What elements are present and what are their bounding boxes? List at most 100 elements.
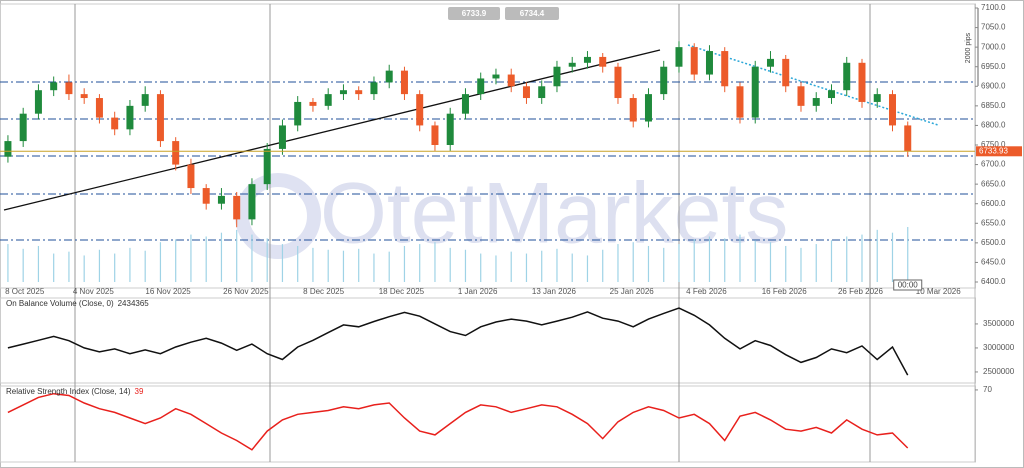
candle-body [568, 62, 576, 67]
time-label: 00:00 [898, 281, 919, 290]
candle-body [522, 86, 530, 99]
last-price-box [976, 146, 1022, 157]
candle-body [660, 66, 668, 95]
ask-box [505, 7, 559, 20]
candle-body [278, 125, 286, 149]
volume-bar [159, 242, 162, 282]
ask: 6734.4 [520, 9, 545, 18]
candle-body [446, 113, 454, 145]
bid: 6733.9 [462, 9, 487, 18]
candle-body [19, 113, 27, 142]
x-tick-label: 8 Dec 2025 [303, 287, 344, 296]
volume-bar [754, 240, 756, 282]
candle-body [812, 98, 820, 106]
plot: 6400.0 6450.0 6500.0 6550.0 6600.0 6650.0 6700… [0, 3, 1022, 451]
panel-title-text: On Balance Volume (Close, 0) [6, 299, 114, 308]
candle-body [827, 90, 835, 99]
candle-body [461, 94, 469, 114]
candle-body [126, 105, 134, 130]
candle-body [751, 66, 759, 118]
candle-body [263, 148, 271, 185]
x-tick-label: 25 Jan 2026 [610, 287, 655, 296]
candle-body [614, 66, 622, 99]
volume-bar [83, 255, 85, 282]
candle-body [843, 62, 851, 91]
volume-bar [525, 253, 528, 282]
candle-body [507, 74, 515, 87]
line-series [7, 392, 909, 451]
volume-bar [281, 244, 284, 282]
y-tick-label: 6600.0 [981, 199, 1006, 208]
volume-bar [312, 247, 314, 282]
candle-body [553, 66, 561, 87]
candle-body [309, 101, 317, 106]
volume-bar [266, 238, 268, 282]
volume-bar [7, 244, 9, 282]
candle-body [111, 117, 119, 130]
candle-body [324, 94, 332, 106]
volume-bar [891, 232, 894, 282]
x-tick-label: 13 Jan 2026 [532, 287, 577, 296]
volume-bar [373, 253, 375, 282]
candle-body [583, 56, 591, 63]
volume-bar [342, 250, 345, 282]
volume-bar [495, 255, 497, 282]
y-tick-label: 6650.0 [981, 179, 1006, 188]
volume-bar [800, 247, 802, 282]
volume-bar [190, 234, 192, 282]
x-tick-label: 18 Dec 2025 [379, 287, 425, 296]
volume-bar [129, 247, 131, 282]
candle-body [904, 125, 912, 152]
y-tick-label: 6900.0 [981, 81, 1006, 90]
candle-body [644, 94, 652, 122]
panel-title: On Balance Volume (Close, 0) 2434365 [6, 299, 149, 308]
volume-bar [769, 242, 772, 282]
x-tick-label: 26 Nov 2025 [223, 287, 269, 296]
candle-body [705, 51, 713, 75]
volume-bar [114, 253, 116, 282]
logo-ring [235, 173, 321, 259]
volume-bar [571, 253, 573, 282]
candle-body [858, 62, 866, 102]
candle-body [141, 94, 149, 106]
y-tick-label: 6450.0 [981, 258, 1006, 267]
y-tick-label: 6550.0 [981, 218, 1006, 227]
candle-body [339, 90, 347, 95]
volume-bar [724, 238, 726, 282]
volume-bar [53, 253, 55, 282]
candle-body [629, 98, 637, 122]
time-box [893, 279, 923, 291]
x-tick-label: 4 Nov 2025 [73, 287, 114, 296]
volume-bar [251, 234, 253, 282]
candle-body [477, 78, 485, 95]
panel-value: 39 [135, 387, 144, 396]
panel-value: 2434365 [118, 299, 150, 308]
volume-bar [480, 253, 482, 282]
volume-bar [785, 245, 787, 282]
candle-body [80, 94, 88, 99]
volume-bar [815, 244, 817, 282]
y-tick-label: 2500000 [983, 367, 1015, 376]
volume-bar [419, 244, 421, 282]
volume-bar [388, 251, 390, 282]
y-tick-label: 6950.0 [981, 62, 1006, 71]
volume-bar [678, 244, 680, 282]
candle-body [721, 51, 729, 87]
candle-body [355, 90, 363, 95]
y-tick-label: 3500000 [983, 319, 1015, 328]
volume-bar [434, 242, 436, 282]
candle-body [65, 82, 73, 95]
y-tick-label: 7000.0 [981, 42, 1006, 51]
x-tick-label: 10 Mar 2026 [916, 287, 961, 296]
candle-body [599, 56, 607, 67]
volume-bar [358, 248, 360, 282]
volume-bar [556, 248, 558, 282]
candle-body [736, 86, 744, 118]
y-tick-label: 6700.0 [981, 160, 1006, 169]
candle-body [538, 86, 546, 99]
volume-bar [861, 234, 863, 282]
x-tick-label: 4 Feb 2026 [686, 287, 727, 296]
separators [74, 4, 871, 462]
y-tick-label: 6800.0 [981, 121, 1006, 130]
volume-bar [617, 244, 619, 282]
